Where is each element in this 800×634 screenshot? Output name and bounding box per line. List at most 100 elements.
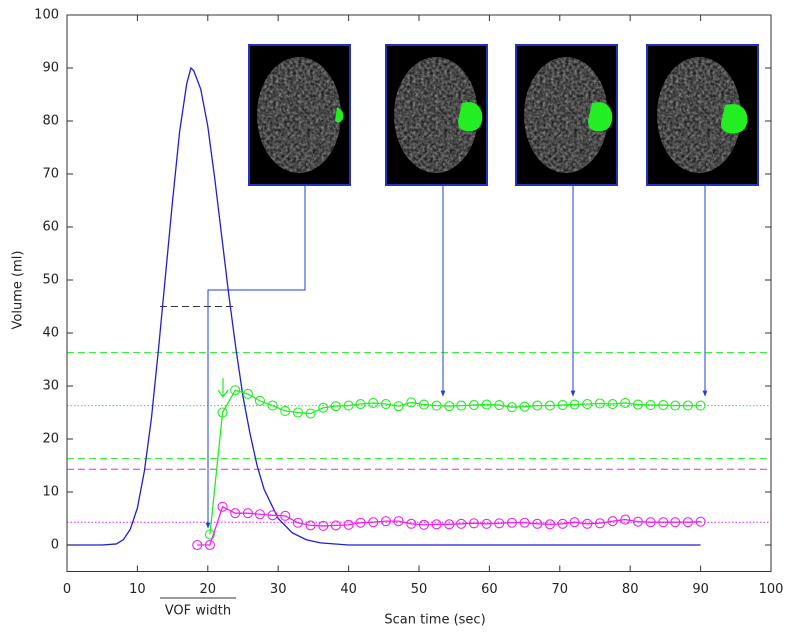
y-tick-label: 100 [34,8,59,23]
data-point [670,400,681,411]
x-tick-label: 0 [63,582,71,597]
data-point [192,539,203,551]
data-point [620,514,631,525]
data-point [607,398,618,410]
x-tick-label: 90 [692,582,709,597]
x-tick-label: 60 [481,582,498,597]
data-point [355,517,366,528]
data-point [330,520,341,531]
y-tick-label: 30 [42,379,59,394]
data-point [456,400,467,411]
data-point [468,400,479,411]
data-point [230,508,241,519]
y-tick-label: 70 [42,167,59,182]
data-point [280,405,291,416]
data-point [217,501,228,512]
data-point [254,395,265,406]
x-axis-label: Scan time (sec) [384,613,485,628]
data-point [632,516,643,527]
data-point [267,400,278,411]
data-point [670,517,681,528]
series-line [209,389,701,535]
scan-image [646,44,759,186]
data-point [557,400,568,411]
data-point [481,399,492,410]
data-point [254,509,265,520]
y-tick-label: 0 [51,538,59,553]
data-point [318,520,329,531]
data-point [280,510,291,521]
data-point [267,510,278,521]
x-tick-label: 40 [340,582,357,597]
scan-images [248,44,759,186]
y-tick-label: 40 [42,326,59,341]
data-point [230,385,241,396]
data-point [355,398,366,410]
x-tick-label: 80 [622,582,639,597]
data-point [204,539,215,551]
annotation-label: VOF width [165,604,231,619]
data-point [481,518,492,529]
y-tick-label: 20 [42,432,59,447]
data-point [532,518,543,529]
data-point [658,400,669,411]
arrow [205,185,306,529]
data-point [607,516,618,527]
data-point [532,400,543,411]
data-point [242,388,253,400]
data-point [368,397,379,409]
data-point [380,398,391,410]
data-point [343,519,354,530]
data-point [645,517,656,528]
x-tick-label: 100 [759,582,784,597]
data-point [582,518,593,529]
scan-image [385,44,488,186]
data-point [557,518,568,529]
data-point [406,397,417,408]
data-point [569,517,580,528]
scan-image [248,44,351,186]
data-point [444,519,455,530]
data-point [632,399,643,410]
scan-image [515,44,618,186]
data-point [242,508,253,519]
data-point [292,407,303,418]
x-tick-label: 10 [129,582,146,597]
data-point [620,397,631,409]
data-point [594,398,605,409]
series-line [197,505,701,546]
data-point [305,520,316,531]
data-point [456,518,467,529]
image-arrows [205,185,708,529]
data-point [343,400,354,411]
y-tick-label: 80 [42,114,59,129]
data-point [406,518,417,529]
data-point [418,519,429,530]
data-point [519,517,530,528]
data-point [431,400,442,411]
data-point [519,401,530,412]
data-point [468,518,479,529]
data-point [418,399,429,410]
data-point [318,402,329,413]
data-point [544,519,555,530]
data-point [217,407,228,418]
data-point [594,518,605,529]
data-point [658,517,669,528]
y-axis-label: Volume (ml) [11,251,26,330]
data-point [368,517,379,528]
data-point [444,401,455,412]
y-tick-label: 50 [42,273,59,288]
data-point [292,517,303,528]
data-point [682,400,693,411]
data-point [695,400,706,411]
data-point [506,402,517,413]
data-point [330,401,341,412]
data-point [582,398,593,410]
x-tick-label: 50 [411,582,428,597]
x-tick-label: 20 [200,582,217,597]
data-point [506,517,517,528]
data-point [393,516,404,527]
data-point [494,400,505,411]
y-tick-label: 60 [42,220,59,235]
